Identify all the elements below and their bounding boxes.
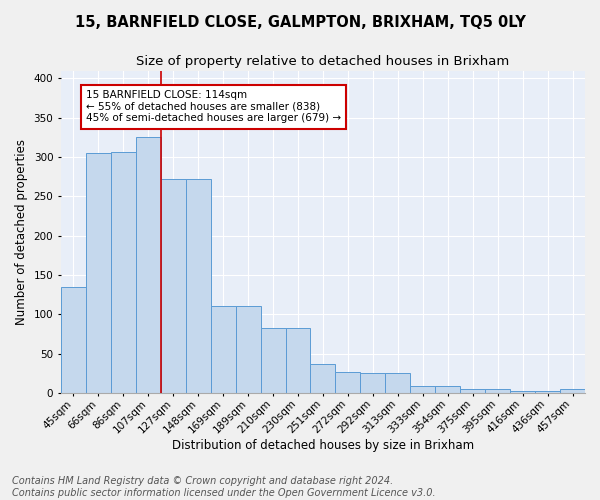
Bar bbox=[385, 374, 410, 393]
Bar bbox=[310, 364, 335, 393]
Bar bbox=[111, 152, 136, 393]
X-axis label: Distribution of detached houses by size in Brixham: Distribution of detached houses by size … bbox=[172, 440, 474, 452]
Bar bbox=[535, 390, 560, 393]
Bar bbox=[61, 287, 86, 393]
Bar bbox=[560, 389, 585, 393]
Bar bbox=[136, 138, 161, 393]
Bar bbox=[361, 374, 385, 393]
Bar bbox=[485, 389, 510, 393]
Bar bbox=[161, 179, 186, 393]
Bar bbox=[86, 153, 111, 393]
Bar bbox=[211, 306, 236, 393]
Bar bbox=[435, 386, 460, 393]
Bar bbox=[510, 390, 535, 393]
Bar bbox=[186, 179, 211, 393]
Text: Contains HM Land Registry data © Crown copyright and database right 2024.
Contai: Contains HM Land Registry data © Crown c… bbox=[12, 476, 436, 498]
Text: 15 BARNFIELD CLOSE: 114sqm
← 55% of detached houses are smaller (838)
45% of sem: 15 BARNFIELD CLOSE: 114sqm ← 55% of deta… bbox=[86, 90, 341, 124]
Bar bbox=[260, 328, 286, 393]
Bar bbox=[460, 389, 485, 393]
Y-axis label: Number of detached properties: Number of detached properties bbox=[15, 138, 28, 324]
Bar bbox=[236, 306, 260, 393]
Text: 15, BARNFIELD CLOSE, GALMPTON, BRIXHAM, TQ5 0LY: 15, BARNFIELD CLOSE, GALMPTON, BRIXHAM, … bbox=[74, 15, 526, 30]
Bar bbox=[410, 386, 435, 393]
Bar bbox=[335, 372, 361, 393]
Bar bbox=[286, 328, 310, 393]
Title: Size of property relative to detached houses in Brixham: Size of property relative to detached ho… bbox=[136, 55, 509, 68]
